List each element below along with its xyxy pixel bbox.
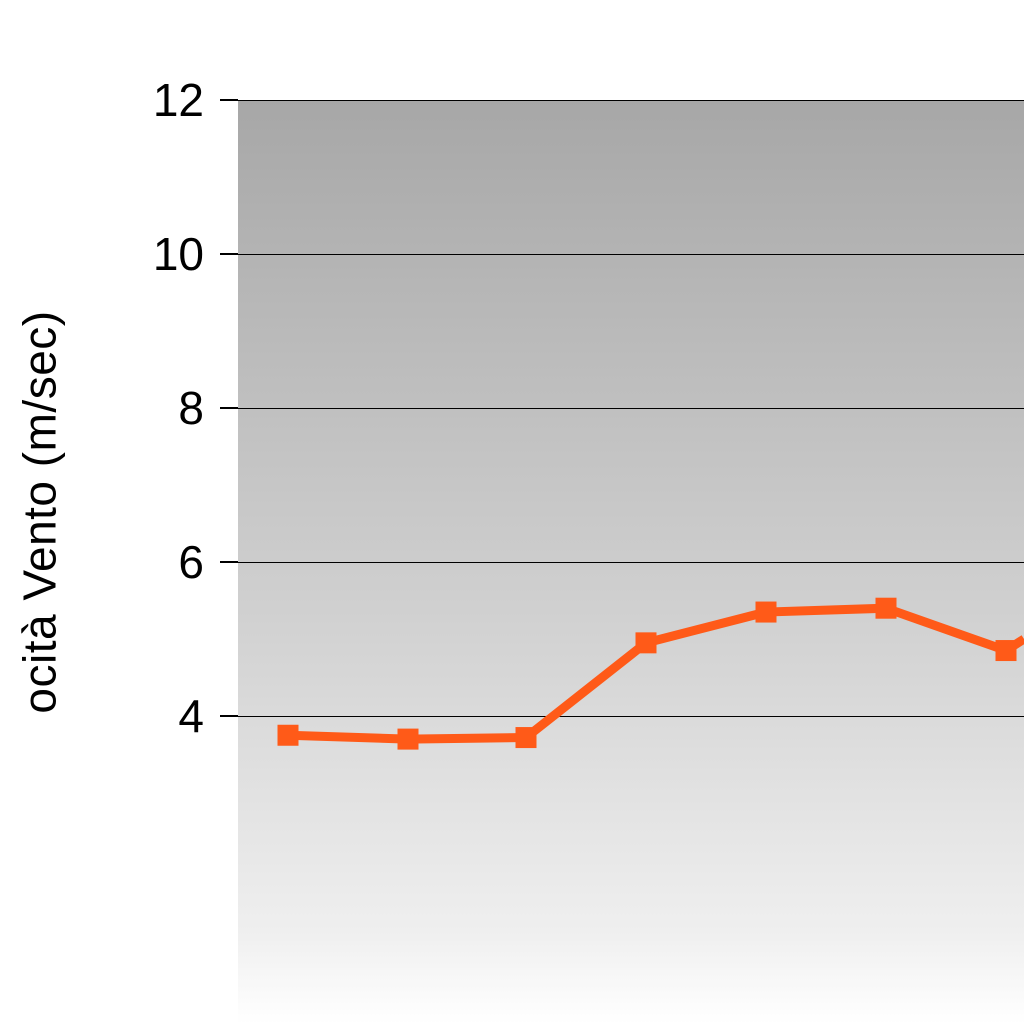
plot-area [238,100,1024,1024]
y-tick-label: 12 [153,73,220,127]
series-marker [756,602,776,622]
wind-series [238,100,1024,1024]
y-tick-mark [220,407,238,409]
y-tick-label: 4 [178,689,220,743]
y-tick-mark [220,715,238,717]
series-marker [278,725,298,745]
y-axis-title: ocità Vento (m/sec) [13,310,67,713]
series-marker [636,633,656,653]
wind-speed-chart: ocità Vento (m/sec) 4 6 8 10 12 [0,0,1024,1024]
series-line [288,608,1024,739]
y-axis-title-container: ocità Vento (m/sec) [0,0,80,1024]
y-tick-label: 8 [178,381,220,435]
series-marker [398,729,418,749]
y-tick-mark [220,561,238,563]
series-marker [996,641,1016,661]
y-tick-labels: 4 6 8 10 12 [80,0,220,1024]
series-marker [516,728,536,748]
series-marker [876,598,896,618]
y-tick-label: 6 [178,535,220,589]
y-tick-mark [220,253,238,255]
y-tick-mark [220,99,238,101]
y-tick-label: 10 [153,227,220,281]
